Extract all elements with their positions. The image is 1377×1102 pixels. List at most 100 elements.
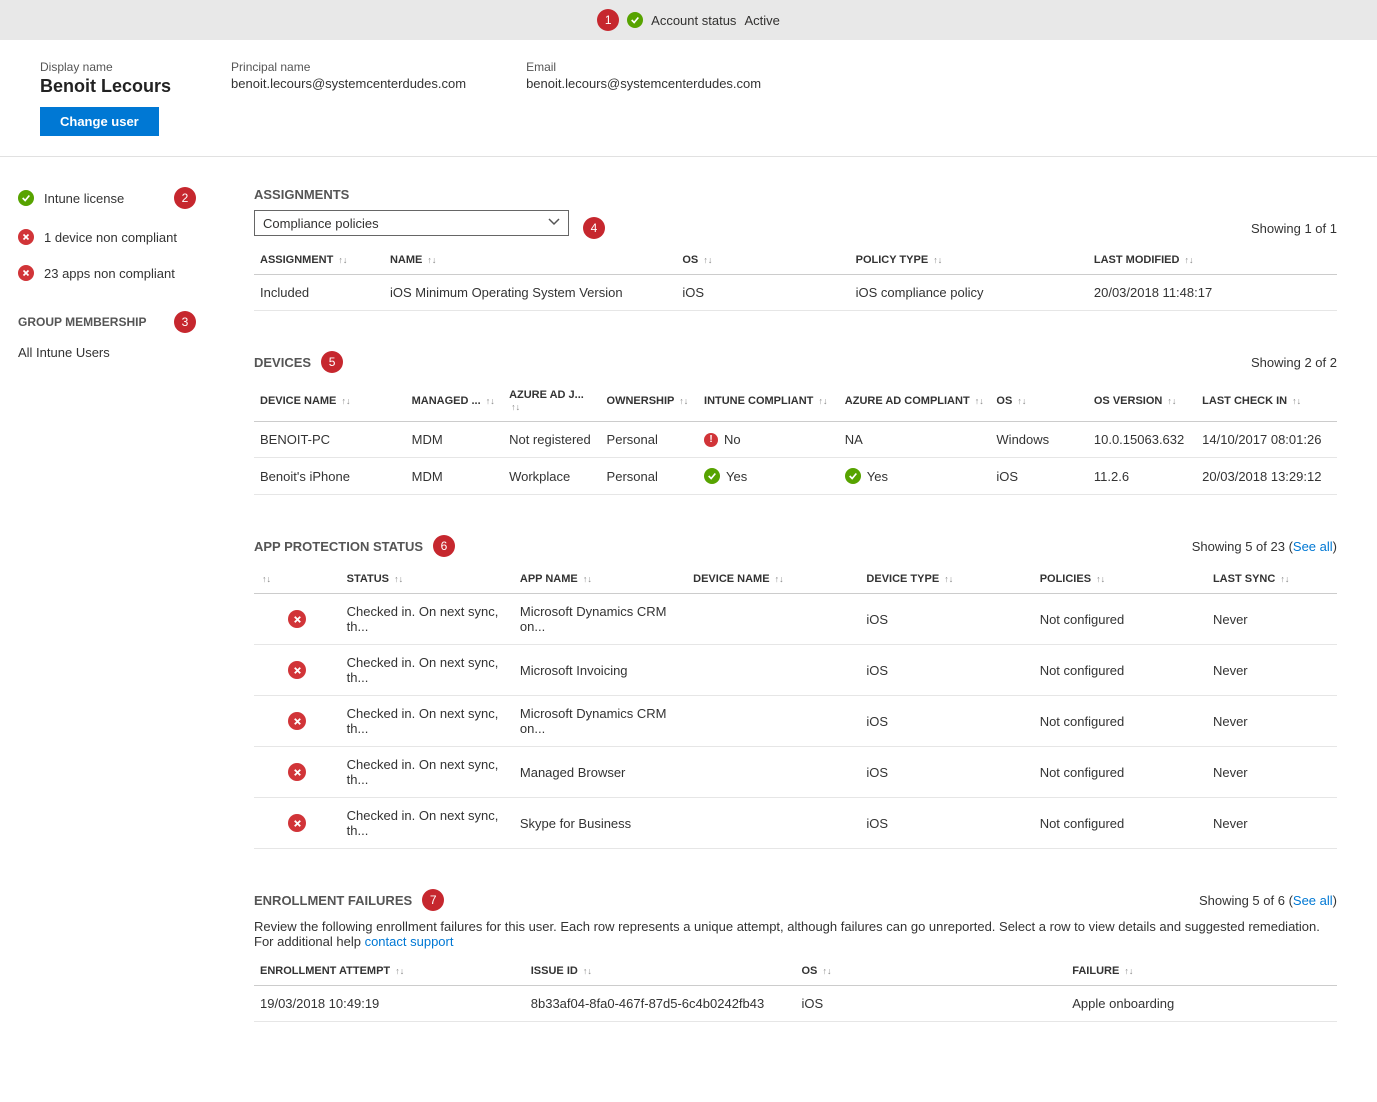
- table-row[interactable]: Checked in. On next sync, th...Microsoft…: [254, 645, 1337, 696]
- error-icon: [288, 763, 306, 781]
- display-name-label: Display name: [40, 60, 171, 74]
- contact-support-link[interactable]: contact support: [365, 934, 454, 949]
- column-header[interactable]: ASSIGNMENT ↑↓: [254, 246, 384, 275]
- column-header[interactable]: POLICY TYPE ↑↓: [850, 246, 1088, 275]
- column-header[interactable]: OS VERSION ↑↓: [1088, 381, 1196, 422]
- showing-text: Showing 5 of 6 (: [1199, 893, 1293, 908]
- account-status-label: Account status: [651, 13, 736, 28]
- check-icon: [704, 468, 720, 484]
- sidebar-status-text: Intune license: [44, 191, 124, 206]
- top-banner: 1 Account status Active: [0, 0, 1377, 40]
- assignments-section: ASSIGNMENTS Compliance policies 4 Showin…: [254, 187, 1337, 311]
- callout-marker-3: 3: [174, 311, 196, 333]
- sidebar: Intune license 2 1 device non compliant 23 …: [0, 157, 214, 1102]
- table-row[interactable]: Checked in. On next sync, th...Managed B…: [254, 747, 1337, 798]
- see-all-link[interactable]: See all: [1293, 893, 1333, 908]
- display-name: Benoit Lecours: [40, 76, 171, 97]
- group-membership-heading: GROUP MEMBERSHIP: [18, 315, 146, 329]
- column-header[interactable]: ENROLLMENT ATTEMPT ↑↓: [254, 957, 525, 986]
- table-row[interactable]: Benoit's iPhoneMDMWorkplacePersonal Yes …: [254, 458, 1337, 495]
- callout-marker-7: 7: [422, 889, 444, 911]
- column-header[interactable]: AZURE AD J... ↑↓: [503, 381, 600, 422]
- column-header[interactable]: FAILURE ↑↓: [1066, 957, 1337, 986]
- email-value: benoit.lecours@systemcenterdudes.com: [526, 76, 761, 91]
- error-icon: [288, 712, 306, 730]
- devices-title: DEVICES: [254, 355, 311, 370]
- app-protection-table: ↑↓STATUS ↑↓APP NAME ↑↓DEVICE NAME ↑↓DEVI…: [254, 565, 1337, 849]
- principal-name-label: Principal name: [231, 60, 466, 74]
- showing-text: Showing 5 of 23 (: [1192, 539, 1293, 554]
- column-header[interactable]: AZURE AD COMPLIANT ↑↓: [839, 381, 991, 422]
- user-header: Display name Benoit Lecours Change user …: [0, 40, 1377, 157]
- showing-suffix: ): [1333, 539, 1337, 554]
- enrollment-failures-section: ENROLLMENT FAILURES 7 Showing 5 of 6 (Se…: [254, 889, 1337, 1022]
- table-row[interactable]: IncludediOS Minimum Operating System Ver…: [254, 275, 1337, 311]
- table-row[interactable]: Checked in. On next sync, th...Microsoft…: [254, 594, 1337, 645]
- column-header[interactable]: LAST SYNC ↑↓: [1207, 565, 1337, 594]
- column-header[interactable]: POLICIES ↑↓: [1034, 565, 1207, 594]
- assignments-dropdown-value: Compliance policies: [263, 216, 379, 231]
- callout-marker-6: 6: [433, 535, 455, 557]
- error-icon: [18, 265, 34, 281]
- group-item-label: All Intune Users: [18, 345, 110, 360]
- table-row[interactable]: 19/03/2018 10:49:198b33af04-8fa0-467f-87…: [254, 986, 1337, 1022]
- callout-marker-1: 1: [597, 9, 619, 31]
- callout-marker: 2: [174, 187, 196, 209]
- column-header[interactable]: OS ↑↓: [676, 246, 849, 275]
- error-icon: [18, 229, 34, 245]
- group-item[interactable]: All Intune Users: [18, 341, 196, 364]
- see-all-link[interactable]: See all: [1293, 539, 1333, 554]
- column-header[interactable]: ISSUE ID ↑↓: [525, 957, 796, 986]
- table-row[interactable]: Checked in. On next sync, th...Skype for…: [254, 798, 1337, 849]
- sidebar-status-item[interactable]: Intune license 2: [18, 187, 196, 209]
- callout-marker-5: 5: [321, 351, 343, 373]
- check-icon: [18, 190, 34, 206]
- devices-showing: Showing 2 of 2: [1251, 355, 1337, 370]
- account-status-value: Active: [744, 13, 779, 28]
- column-header[interactable]: MANAGED ... ↑↓: [406, 381, 503, 422]
- assignments-dropdown[interactable]: Compliance policies: [254, 210, 569, 236]
- column-header[interactable]: NAME ↑↓: [384, 246, 676, 275]
- column-header[interactable]: LAST CHECK IN ↑↓: [1196, 381, 1337, 422]
- content: ASSIGNMENTS Compliance policies 4 Showin…: [214, 157, 1377, 1102]
- showing-suffix: ): [1333, 893, 1337, 908]
- enrollment-table: ENROLLMENT ATTEMPT ↑↓ISSUE ID ↑↓OS ↑↓FAI…: [254, 957, 1337, 1022]
- column-header[interactable]: DEVICE NAME ↑↓: [254, 381, 406, 422]
- change-user-button[interactable]: Change user: [40, 107, 159, 136]
- column-header[interactable]: OS ↑↓: [990, 381, 1087, 422]
- email-label: Email: [526, 60, 761, 74]
- column-header[interactable]: APP NAME ↑↓: [514, 565, 687, 594]
- column-header[interactable]: INTUNE COMPLIANT ↑↓: [698, 381, 839, 422]
- error-icon: [288, 814, 306, 832]
- error-icon: [288, 610, 306, 628]
- enrollment-title: ENROLLMENT FAILURES: [254, 893, 412, 908]
- app-protection-showing: Showing 5 of 23 (See all): [1192, 539, 1337, 554]
- warn-icon: !: [704, 433, 718, 447]
- sidebar-status-item[interactable]: 1 device non compliant: [18, 229, 196, 245]
- column-header[interactable]: STATUS ↑↓: [341, 565, 514, 594]
- column-header[interactable]: LAST MODIFIED ↑↓: [1088, 246, 1337, 275]
- enrollment-showing: Showing 5 of 6 (See all): [1199, 893, 1337, 908]
- table-row[interactable]: BENOIT-PCMDMNot registeredPersonal! NoNA…: [254, 422, 1337, 458]
- principal-name: benoit.lecours@systemcenterdudes.com: [231, 76, 466, 91]
- app-protection-section: APP PROTECTION STATUS 6 Showing 5 of 23 …: [254, 535, 1337, 849]
- devices-table: DEVICE NAME ↑↓MANAGED ... ↑↓AZURE AD J..…: [254, 381, 1337, 495]
- devices-section: DEVICES 5 Showing 2 of 2 DEVICE NAME ↑↓M…: [254, 351, 1337, 495]
- table-row[interactable]: Checked in. On next sync, th...Microsoft…: [254, 696, 1337, 747]
- column-header[interactable]: OS ↑↓: [796, 957, 1067, 986]
- error-icon: [288, 661, 306, 679]
- column-header[interactable]: DEVICE TYPE ↑↓: [860, 565, 1033, 594]
- column-header[interactable]: OWNERSHIP ↑↓: [601, 381, 698, 422]
- status-ok-icon: [627, 12, 643, 28]
- check-icon: [845, 468, 861, 484]
- sidebar-status-item[interactable]: 23 apps non compliant: [18, 265, 196, 281]
- callout-marker-4: 4: [583, 217, 605, 239]
- sidebar-status-text: 1 device non compliant: [44, 230, 177, 245]
- assignments-table: ASSIGNMENT ↑↓NAME ↑↓OS ↑↓POLICY TYPE ↑↓L…: [254, 246, 1337, 311]
- assignments-title: ASSIGNMENTS: [254, 187, 349, 202]
- column-header[interactable]: ↑↓: [254, 565, 341, 594]
- app-protection-title: APP PROTECTION STATUS: [254, 539, 423, 554]
- sidebar-status-text: 23 apps non compliant: [44, 266, 175, 281]
- assignments-showing: Showing 1 of 1: [1251, 221, 1337, 236]
- column-header[interactable]: DEVICE NAME ↑↓: [687, 565, 860, 594]
